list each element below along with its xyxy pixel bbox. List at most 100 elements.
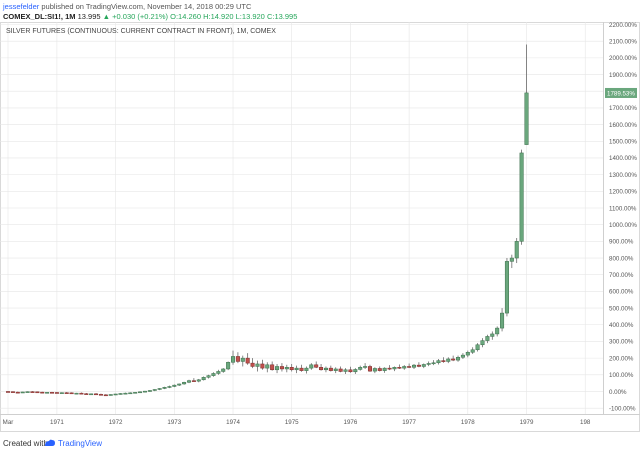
tradingview-brand[interactable]: TradingView [58,439,103,448]
candle-down [250,362,255,367]
candle-up [519,152,524,242]
y-tick-label: 1600.00% [609,122,637,129]
x-tick-label: 1979 [520,419,534,426]
candle-down [387,367,392,370]
tradingview-logo-icon [45,439,55,446]
y-tick-label: 1400.00% [609,155,637,162]
last-value-label: 1789.53% [605,87,637,98]
x-tick-label: 1978 [461,419,475,426]
candle-up [226,362,231,370]
ohlc-close: C:13.995 [266,12,298,21]
candle-up [353,369,358,373]
created-with-text: Created with [3,439,48,448]
candle-up [294,367,299,371]
candle-down [289,367,294,371]
symbol-label: COMEX_DL:SI1!, 1M [3,12,76,21]
candle-up [74,392,79,395]
candle-up [411,364,417,368]
x-tick-label: 1972 [109,419,123,426]
candle-down [328,367,333,371]
x-tick-label: Mar [3,419,14,426]
candle-down [40,391,45,394]
candle-up [45,392,50,394]
candle-up [275,366,280,371]
candle-up [216,371,221,374]
candle-down [5,391,11,393]
candle-down [319,367,324,371]
candle-up [480,340,485,346]
candle-up [514,241,519,259]
y-tick-label: 2100.00% [609,38,637,45]
y-tick-label: 1700.00% [609,105,637,112]
y-tick-label: 1000.00% [609,222,637,229]
candle-up [162,387,167,389]
candle-up [59,392,64,394]
candle-up [495,327,500,335]
candle-up [500,312,505,329]
chart-title: SILVER FUTURES (CONTINUOUS: CURRENT CONT… [6,28,276,35]
candle-up [323,367,328,371]
candle-up [138,391,143,394]
x-tick-label: 1977 [402,419,416,426]
x-tick-label: 1975 [285,419,299,426]
candle-down [367,366,372,372]
publish-info: published on TradingView.com, November 1… [41,2,252,11]
candle-up [372,368,377,372]
y-tick-label: 1300.00% [609,172,637,179]
x-tick-label: 1974 [226,419,240,426]
ohlc-open: O:14.260 [170,12,201,21]
candle-up [485,336,490,341]
candle-down [279,366,284,370]
candle-up [304,367,309,371]
footer: Created with TradingView [0,434,640,453]
candle-up [25,391,30,393]
author-link[interactable]: jessefelder [3,2,40,11]
publish-line: jessefelder published on TradingView.com… [3,2,251,11]
candle-up [206,375,211,378]
y-tick-label: 1500.00% [609,139,637,146]
candle-down [50,392,55,394]
y-axis-ticks: -100.00% 0.00% 100.00% 200.00% 300.00% 400.00… [609,22,637,413]
candle-up [133,392,138,394]
candle-up [284,367,289,370]
ohlc-low: L:13.920 [235,12,265,21]
candle-down [270,364,275,371]
candle-up [142,390,147,393]
candle-up [182,382,187,385]
candle-down [314,364,319,368]
y-tick-label: 1100.00% [609,205,637,212]
candle-up [240,357,245,362]
candle-up [421,364,426,367]
candle-down [84,393,89,395]
candle-up [504,261,509,314]
candle-down [15,391,20,394]
candle-down [235,356,240,362]
candle-down [10,391,15,393]
x-tick-label: 198 [580,419,591,426]
candle-up [186,380,192,383]
candle-down [103,394,108,397]
chart-frame[interactable]: SILVER FUTURES (CONTINUOUS: CURRENT CONT… [0,22,640,432]
candlestick-chart[interactable]: SILVER FUTURES (CONTINUOUS: CURRENT CONT… [0,22,640,432]
candle-up [201,377,206,381]
last-price: 13.995 [77,12,101,21]
candle-down [94,393,99,396]
grid-lines [0,22,603,414]
candle-up [402,366,407,369]
candle-down [98,394,103,396]
y-tick-label: 2200.00% [609,22,637,29]
candle-up [431,362,436,365]
candle-up [172,384,177,387]
candle-up [333,368,338,371]
candle-up [128,392,133,395]
candle-up [426,363,431,365]
candle-up [456,357,461,361]
y-tick-label: 400.00% [609,322,634,329]
candle-up [465,352,470,356]
y-tick-label: 800.00% [609,255,634,262]
candle-down [35,391,40,394]
candle-up [509,257,514,262]
candle-up [470,349,475,353]
candle-up [460,354,465,358]
candle-down [441,360,446,362]
